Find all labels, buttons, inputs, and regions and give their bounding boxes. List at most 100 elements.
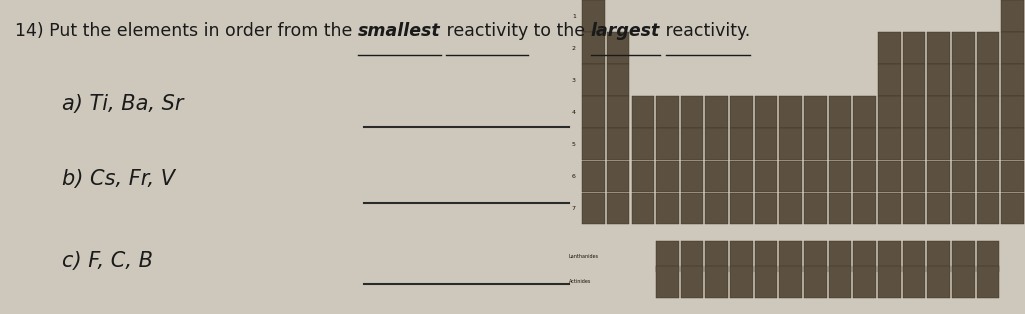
Bar: [928, 96, 950, 128]
Bar: [829, 266, 852, 298]
Text: c) F, C, B: c) F, C, B: [62, 251, 153, 271]
Bar: [977, 241, 999, 272]
Bar: [705, 128, 728, 160]
Bar: [903, 96, 926, 128]
Bar: [607, 128, 629, 160]
Bar: [607, 160, 629, 192]
Bar: [928, 266, 950, 298]
Bar: [681, 128, 703, 160]
Bar: [805, 266, 827, 298]
Bar: [779, 160, 802, 192]
Bar: [582, 192, 605, 224]
Bar: [607, 32, 629, 64]
Bar: [754, 96, 777, 128]
Text: 7: 7: [572, 206, 576, 211]
Text: 1: 1: [572, 14, 576, 19]
Bar: [854, 160, 876, 192]
Bar: [730, 128, 752, 160]
Bar: [607, 64, 629, 96]
Bar: [903, 241, 926, 272]
Bar: [730, 160, 752, 192]
Bar: [952, 64, 975, 96]
Bar: [779, 128, 802, 160]
Bar: [952, 96, 975, 128]
Bar: [805, 192, 827, 224]
Text: b) Cs, Fr, V: b) Cs, Fr, V: [62, 169, 174, 189]
Text: largest: largest: [590, 22, 660, 41]
Text: 4: 4: [572, 110, 576, 115]
Bar: [854, 192, 876, 224]
Bar: [705, 266, 728, 298]
Bar: [607, 192, 629, 224]
Bar: [878, 266, 901, 298]
Bar: [928, 64, 950, 96]
Bar: [903, 32, 926, 64]
Bar: [878, 32, 901, 64]
Text: 2: 2: [572, 46, 576, 51]
Bar: [977, 160, 999, 192]
Bar: [952, 241, 975, 272]
Bar: [656, 160, 679, 192]
Bar: [631, 128, 654, 160]
Bar: [854, 266, 876, 298]
Bar: [631, 96, 654, 128]
Bar: [582, 32, 605, 64]
Text: 5: 5: [572, 142, 576, 147]
Bar: [631, 160, 654, 192]
Bar: [952, 266, 975, 298]
Bar: [779, 96, 802, 128]
Bar: [903, 128, 926, 160]
Bar: [829, 128, 852, 160]
Bar: [681, 192, 703, 224]
Bar: [977, 266, 999, 298]
Bar: [977, 192, 999, 224]
Bar: [754, 128, 777, 160]
Bar: [582, 64, 605, 96]
Bar: [829, 160, 852, 192]
Bar: [903, 266, 926, 298]
Bar: [928, 192, 950, 224]
Bar: [829, 96, 852, 128]
Bar: [952, 32, 975, 64]
Bar: [656, 96, 679, 128]
Bar: [952, 160, 975, 192]
Text: a) Ti, Ba, Sr: a) Ti, Ba, Sr: [62, 94, 183, 114]
Bar: [582, 128, 605, 160]
Bar: [754, 266, 777, 298]
Bar: [730, 192, 752, 224]
Bar: [681, 160, 703, 192]
Bar: [854, 128, 876, 160]
Bar: [1001, 192, 1024, 224]
Bar: [928, 241, 950, 272]
Bar: [829, 241, 852, 272]
Bar: [928, 128, 950, 160]
Bar: [805, 241, 827, 272]
Bar: [805, 96, 827, 128]
Text: 14) Put the elements in order from the: 14) Put the elements in order from the: [15, 22, 359, 41]
Text: reactivity: reactivity: [441, 22, 528, 41]
Text: 6: 6: [572, 174, 576, 179]
Bar: [977, 32, 999, 64]
Bar: [903, 64, 926, 96]
Bar: [754, 160, 777, 192]
Text: smallest: smallest: [359, 22, 441, 41]
Bar: [977, 96, 999, 128]
Bar: [779, 192, 802, 224]
Bar: [805, 160, 827, 192]
Bar: [705, 192, 728, 224]
Bar: [754, 192, 777, 224]
Bar: [977, 128, 999, 160]
Text: Actinides: Actinides: [569, 279, 591, 284]
Bar: [805, 128, 827, 160]
Bar: [705, 241, 728, 272]
Text: 3: 3: [572, 78, 576, 83]
Bar: [1001, 0, 1024, 32]
Bar: [928, 32, 950, 64]
Bar: [582, 0, 605, 32]
Bar: [607, 96, 629, 128]
Bar: [928, 160, 950, 192]
Bar: [705, 96, 728, 128]
Bar: [705, 160, 728, 192]
Bar: [952, 192, 975, 224]
Bar: [829, 192, 852, 224]
